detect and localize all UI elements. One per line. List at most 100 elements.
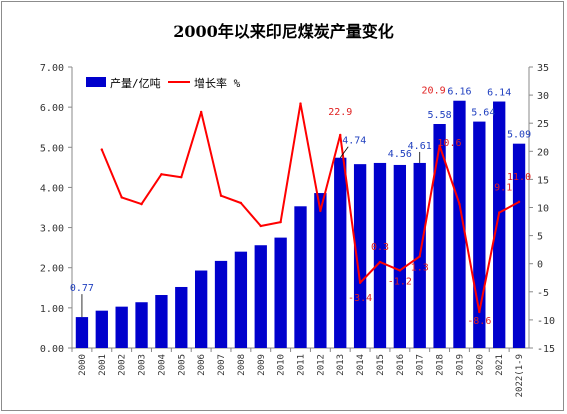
line-point	[180, 175, 183, 179]
x-tick-label: 2022(1-9	[515, 354, 525, 397]
bar-value-label: 4.74	[342, 136, 366, 147]
right-tick-label: -15	[537, 344, 555, 355]
x-tick-label: 2013	[336, 354, 346, 376]
line-point	[378, 260, 382, 264]
x-tick-label: 2003	[138, 354, 148, 376]
right-tick-label: 10	[537, 204, 549, 215]
bar-value-label: 4.56	[388, 149, 412, 160]
line-point	[438, 144, 441, 147]
bar	[453, 100, 466, 348]
right-tick-label: 15	[537, 175, 549, 186]
line-point	[140, 202, 143, 206]
bar	[274, 237, 287, 348]
line-value-label: -1.2	[388, 276, 412, 287]
right-tick-label: 0	[537, 260, 543, 271]
x-tick-label: 2008	[237, 354, 247, 376]
bar	[314, 193, 327, 348]
left-tick-label: 7.00	[40, 63, 64, 74]
right-tick-label: 25	[537, 119, 549, 130]
line-point	[497, 211, 501, 214]
line-value-label: 0.3	[371, 242, 389, 253]
bar-value-label: 0.77	[70, 283, 94, 294]
growth-line	[100, 102, 520, 313]
bar-value-label: 5.09	[507, 130, 531, 141]
bar-value-label: 6.14	[487, 88, 511, 99]
line-point	[358, 281, 362, 285]
x-tick-label: 2020	[475, 354, 485, 376]
x-tick-label: 2004	[157, 354, 167, 376]
line-value-label: -8.6	[467, 316, 491, 327]
bar	[512, 143, 526, 348]
bar	[493, 101, 506, 348]
line-point	[160, 173, 163, 176]
bar	[393, 164, 407, 348]
left-tick-label: 0.00	[40, 344, 64, 355]
left-tick-label: 2.00	[40, 264, 64, 275]
x-tick-label: 2021	[495, 354, 505, 376]
x-tick-label: 2009	[257, 354, 267, 376]
bar-value-label: 5.58	[428, 110, 452, 121]
line-point	[219, 194, 223, 197]
x-tick-label: 2006	[197, 354, 207, 376]
line-point	[279, 220, 282, 224]
line-point	[339, 133, 342, 137]
x-tick-label: 2001	[98, 354, 108, 376]
bar	[75, 317, 89, 348]
bar	[254, 245, 267, 348]
x-tick-label: 2015	[376, 354, 386, 376]
x-tick-label: 2011	[297, 354, 307, 376]
right-tick-label: -10	[537, 316, 555, 327]
x-tick-label: 2010	[277, 354, 287, 376]
legend-bar-label: 产量/亿吨	[110, 76, 161, 90]
bar-value-label: 5.64	[471, 108, 495, 119]
x-tick-label: 2012	[316, 354, 326, 376]
line-point	[398, 269, 402, 272]
x-tick-label: 2017	[416, 354, 426, 376]
line-value-label: -3.4	[348, 293, 372, 304]
bar	[115, 306, 128, 348]
line-point	[199, 110, 203, 114]
right-tick-label: 35	[537, 63, 549, 74]
x-tick-label: 2016	[396, 354, 406, 376]
line-value-label: 1.3	[411, 262, 429, 273]
line-point	[517, 200, 521, 204]
bar	[353, 164, 367, 348]
bar-label-leader	[339, 146, 349, 158]
line-point	[418, 255, 421, 258]
bar	[155, 295, 168, 348]
bar	[214, 260, 228, 348]
x-tick-label: 2002	[118, 354, 128, 376]
line-point	[120, 196, 123, 199]
line-point	[239, 201, 243, 205]
bar	[135, 302, 148, 348]
line-value-label: 22.9	[328, 107, 352, 118]
bar	[95, 310, 108, 348]
x-tick-label: 2014	[356, 354, 366, 376]
x-tick-label: 2018	[436, 354, 446, 376]
right-tick-label: 20	[537, 147, 549, 158]
bar	[433, 124, 446, 348]
line-point	[319, 209, 322, 213]
bar	[294, 206, 307, 348]
line-point	[100, 148, 104, 151]
x-tick-label: 2007	[217, 354, 227, 376]
bar	[373, 162, 387, 348]
left-tick-label: 5.00	[40, 143, 64, 154]
bar	[473, 121, 486, 348]
line-value-label: 11.0	[507, 172, 531, 183]
x-tick-label: 2019	[455, 354, 465, 376]
left-tick-label: 6.00	[40, 103, 64, 114]
line-point	[299, 102, 302, 105]
line-point	[478, 310, 481, 314]
bar-value-label: 4.61	[408, 141, 432, 152]
bar	[175, 286, 188, 348]
line-value-label: 10.6	[437, 138, 461, 149]
chart-title: 2000年以来印尼煤炭产量变化	[173, 22, 394, 41]
left-tick-label: 3.00	[40, 224, 64, 235]
x-tick-label: 2000	[78, 354, 88, 376]
right-tick-label: 5	[537, 232, 543, 243]
bar	[234, 251, 248, 348]
bar	[334, 157, 347, 348]
left-tick-label: 4.00	[40, 183, 64, 194]
